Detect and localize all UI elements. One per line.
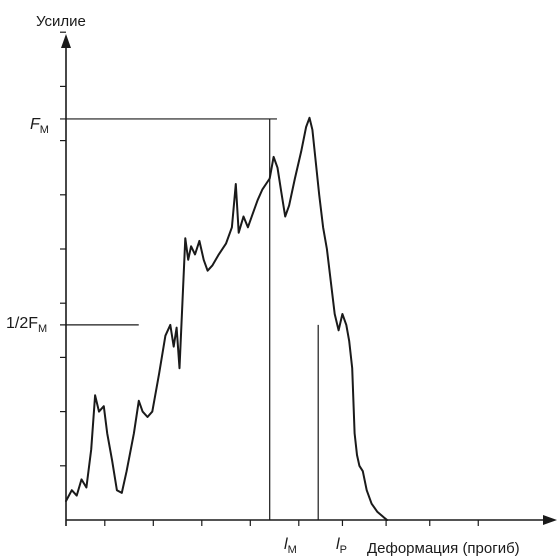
y-axis-label: Усилие xyxy=(36,13,86,30)
y-axis-arrow xyxy=(61,34,71,48)
ref-label-fm-sub: M xyxy=(40,124,49,136)
ref-label-lm: lM xyxy=(284,536,297,556)
x-axis-label: Деформация (прогиб) xyxy=(367,540,520,557)
ref-label-lm-sub: M xyxy=(288,544,297,556)
force-curve xyxy=(66,118,387,520)
ref-label-fm: FM xyxy=(30,116,49,136)
ref-label-lp-sub: P xyxy=(340,544,347,556)
axes xyxy=(61,34,557,526)
ref-label-lp: lP xyxy=(336,536,347,556)
ref-label-half-fm-sub: M xyxy=(38,323,47,335)
ref-label-half-fm: 1/2FM xyxy=(6,315,47,335)
x-axis-arrow xyxy=(543,515,557,525)
ref-label-half-fm-main: 1/2F xyxy=(6,315,38,332)
